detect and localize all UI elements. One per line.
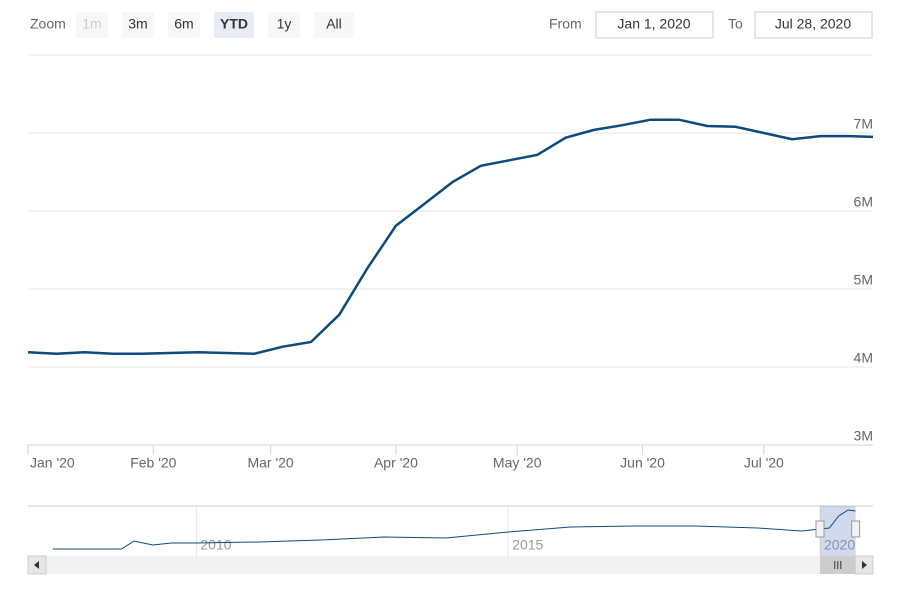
x-tick-label: Apr '20 xyxy=(374,455,418,471)
x-tick-label: Jan '20 xyxy=(30,455,75,471)
navigator-handle[interactable] xyxy=(851,520,861,538)
x-tick-label: Mar '20 xyxy=(247,455,293,471)
navigator-tick-label: 2010 xyxy=(200,537,231,553)
navigator-line xyxy=(52,509,856,550)
navigator-handle[interactable] xyxy=(815,520,825,538)
x-tick-label: Feb '20 xyxy=(130,455,176,471)
zoom-button-label[interactable]: All xyxy=(326,16,342,32)
data-line xyxy=(27,118,874,355)
zoom-button[interactable] xyxy=(122,12,154,38)
zoom-button[interactable] xyxy=(76,12,108,38)
x-tick-label: Jul '20 xyxy=(744,455,784,471)
arrow-icon xyxy=(862,561,867,569)
to-input[interactable] xyxy=(754,11,873,39)
scrollbar-track[interactable] xyxy=(28,556,873,574)
y-tick-label: 3M xyxy=(854,428,873,444)
zoom-button-label[interactable]: 1y xyxy=(277,16,292,32)
to-value[interactable]: Jul 28, 2020 xyxy=(775,16,851,32)
zoom-button[interactable] xyxy=(214,12,254,38)
zoom-button[interactable] xyxy=(268,12,300,38)
scrollbar-grip xyxy=(834,561,842,569)
from-value[interactable]: Jan 1, 2020 xyxy=(617,16,690,32)
y-tick-label: 4M xyxy=(854,350,873,366)
zoom-label: Zoom xyxy=(30,16,66,32)
navigator-mask xyxy=(819,506,856,556)
to-label: To xyxy=(728,16,743,32)
from-label: From xyxy=(549,16,582,32)
arrow-icon xyxy=(34,561,39,569)
y-tick-label: 5M xyxy=(854,272,873,288)
navigator-tick-label: 2015 xyxy=(512,537,543,553)
x-tick-label: May '20 xyxy=(493,455,542,471)
y-tick-label: 6M xyxy=(854,194,873,210)
x-tick-label: Jun '20 xyxy=(620,455,665,471)
zoom-button[interactable] xyxy=(314,12,354,38)
zoom-button-label[interactable]: 1m xyxy=(82,16,101,32)
navigator-tick-label: 2020 xyxy=(824,537,855,553)
zoom-button-label[interactable]: YTD xyxy=(220,16,248,32)
zoom-button-label[interactable]: 3m xyxy=(128,16,147,32)
zoom-button[interactable] xyxy=(168,12,200,38)
zoom-button-label[interactable]: 6m xyxy=(174,16,193,32)
y-tick-label: 7M xyxy=(854,116,873,132)
from-input[interactable] xyxy=(595,11,714,39)
